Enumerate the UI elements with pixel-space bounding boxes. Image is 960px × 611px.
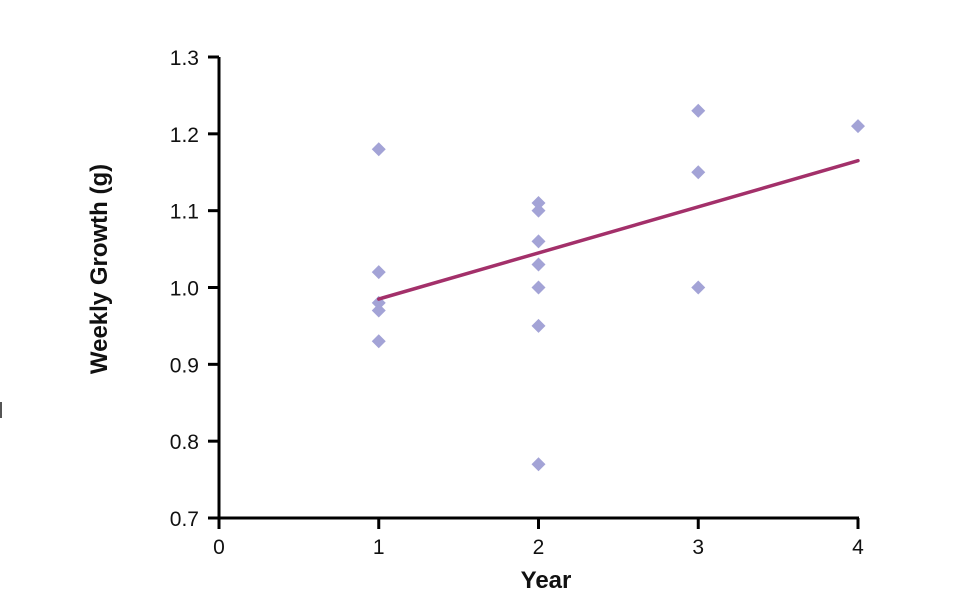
y-tick-label: 0.8 (170, 431, 199, 454)
x-axis-ticks: 0 1 2 3 4 (213, 518, 864, 559)
x-tick-label: 1 (373, 536, 385, 559)
x-tick-label: 0 (213, 536, 225, 559)
data-points (371, 103, 865, 472)
trend-line (377, 158, 860, 301)
x-axis-title: Year (521, 567, 572, 594)
y-tick-label: 0.9 (170, 354, 199, 377)
x-tick-label: 3 (692, 536, 704, 559)
diamond-marker-icon (851, 119, 865, 134)
y-axis-ticks: 0.7 0.8 0.9 1.0 1.1 1.2 1.3 (170, 47, 219, 531)
diamond-marker-icon (531, 195, 546, 210)
diamond-marker-icon (691, 165, 706, 180)
y-axis-title: Weekly Growth (g) (86, 164, 113, 374)
diamond-marker-icon (371, 334, 386, 349)
diamond-marker-icon (531, 280, 546, 295)
diamond-marker-icon (531, 318, 546, 333)
y-tick-label: 1.2 (170, 124, 199, 147)
diamond-marker-icon (691, 103, 706, 118)
diamond-marker-icon (531, 203, 546, 218)
diamond-marker-icon (531, 234, 546, 249)
edge-artifact (0, 402, 2, 418)
y-tick-label: 1.3 (170, 47, 199, 70)
diamond-marker-icon (531, 457, 546, 472)
diamond-marker-icon (371, 142, 386, 157)
diamond-marker-icon (531, 257, 546, 272)
diamond-marker-icon (691, 280, 706, 295)
y-tick-label: 1.1 (170, 201, 199, 224)
diamond-marker-icon (371, 265, 386, 280)
x-tick-label: 2 (533, 536, 545, 559)
y-tick-label: 1.0 (170, 278, 199, 301)
diamond-marker-icon (371, 303, 386, 318)
x-tick-label: 4 (852, 536, 864, 559)
y-tick-label: 0.7 (170, 508, 199, 531)
